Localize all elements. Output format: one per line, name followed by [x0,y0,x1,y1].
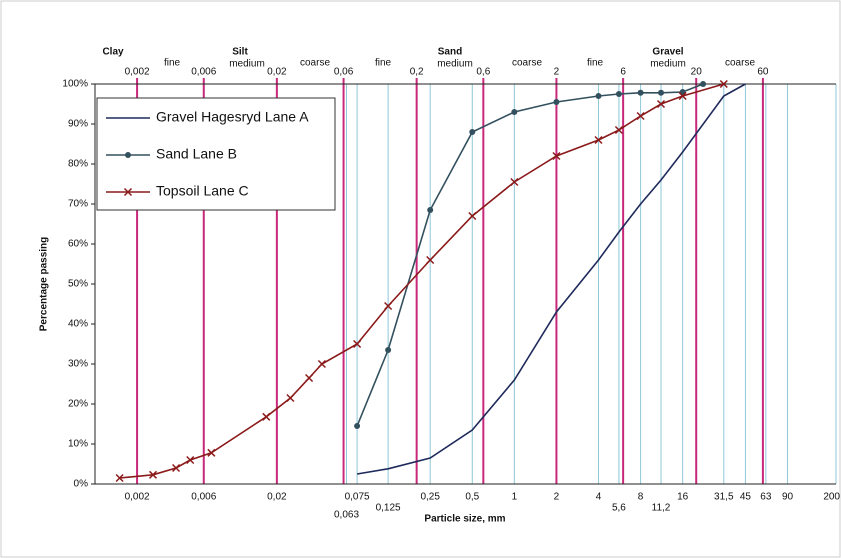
point [426,255,435,265]
point [700,81,707,87]
point [636,111,645,121]
y-tick-label: 100% [62,79,88,90]
x-tick-label: 45 [740,492,752,503]
y-tick-label: 80% [68,159,88,170]
x-tick-label: 90 [782,492,794,503]
point [678,91,687,101]
x-tick-label: 0,002 [125,492,150,503]
boundary-label: 0,06 [334,67,354,78]
x-tick-label: 8 [638,492,644,503]
point [427,207,434,213]
fraction-label: Silt [232,47,248,58]
legend-label: Gravel Hagesryd Lane A [156,109,309,125]
point [469,129,476,135]
x-tick-label: 200 [823,492,840,503]
y-tick-label: 10% [68,439,88,450]
x-tick-label: 4 [596,492,602,503]
point [317,359,326,369]
point [656,99,666,109]
point [207,448,216,457]
series-line [356,83,746,475]
point [658,89,665,96]
fraction-label: medium [650,59,686,70]
point [552,151,561,161]
y-tick-label: 0% [74,479,89,490]
point [614,125,623,135]
y-tick-label: 60% [68,239,88,250]
x-tick-label: 0,063 [334,510,359,521]
point [384,301,393,311]
legend-label: Topsoil Lane C [156,183,249,199]
point [385,347,392,353]
point [553,99,560,105]
y-tick-label: 70% [68,199,88,210]
legend-label: Sand Lane B [156,146,237,162]
boundary-label: 0,02 [267,67,287,78]
boundary-label: 0,006 [191,67,216,78]
y-tick-label: 50% [68,279,88,290]
boundary-label: 0,6 [476,67,490,78]
x-tick-label: 5,6 [612,503,626,514]
point [354,423,361,429]
x-tick-label: 1 [512,492,518,503]
fraction-label: Gravel [652,47,683,58]
fraction-label: coarse [300,58,330,69]
fraction-label: fine [164,58,181,69]
x-tick-label: 11,2 [652,503,671,514]
point [719,79,728,89]
x-tick-label: 0,125 [376,503,401,514]
boundary-label: 0,2 [410,67,424,78]
fraction-label: Clay [102,47,124,58]
x-tick-label: 31,5 [714,492,734,503]
x-tick-label: 63 [760,492,772,503]
x-tick-label: 0,5 [465,492,479,503]
point [115,473,124,483]
y-tick-label: 20% [68,399,88,410]
point [595,93,602,99]
fraction-label: fine [587,58,604,69]
y-tick-label: 90% [68,119,88,130]
y-axis-label: Percentage passing [39,237,50,331]
legend-marker [123,187,133,197]
point [186,455,195,465]
x-tick-label: 0,075 [345,492,370,503]
x-axis-label: Particle size, mm [424,514,505,525]
fraction-label: Sand [438,47,462,58]
fraction-label: medium [229,59,265,70]
fraction-label: coarse [512,58,542,69]
x-tick-label: 0,25 [420,492,440,503]
point [286,393,295,403]
x-tick-label: 0,02 [267,492,287,503]
y-tick-label: 40% [68,319,88,330]
series-line [356,83,704,427]
point [510,177,519,187]
boundary-label: 2 [554,67,560,78]
point [172,463,181,473]
point [594,135,603,145]
x-tick-label: 2 [554,492,560,503]
y-tick-label: 30% [68,359,88,370]
fraction-label: medium [437,59,473,70]
boundary-label: 20 [691,67,703,78]
point [637,89,644,96]
x-tick-label: 0,006 [191,492,216,503]
x-tick-label: 16 [677,492,689,503]
point [353,339,362,349]
boundary-label: 6 [620,67,626,78]
legend-marker [125,152,131,158]
point [262,412,271,421]
fraction-label: fine [375,58,392,69]
boundary-label: 60 [757,67,769,78]
point [511,109,518,115]
point [615,91,622,97]
point [148,470,158,479]
point [305,373,314,383]
boundary-label: 0,002 [125,67,150,78]
point [468,211,477,221]
fraction-label: coarse [725,58,755,69]
